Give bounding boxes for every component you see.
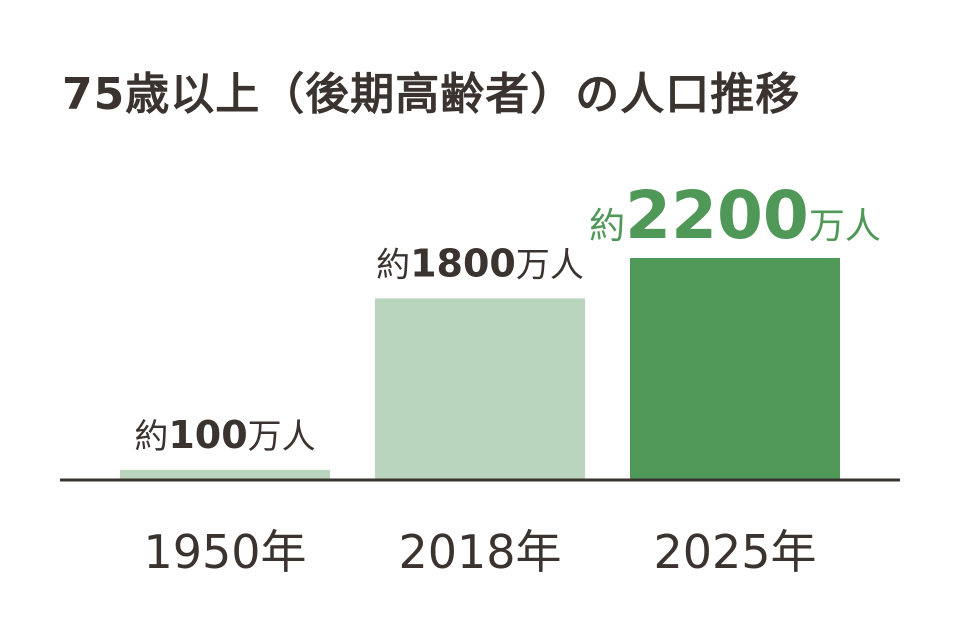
chart-title: 75歳以上（後期高齢者）の人口推移	[62, 69, 801, 120]
data-label-0: 約100万人	[134, 413, 315, 457]
bar-2	[630, 258, 840, 480]
x-tick-label-1: 2018年	[398, 525, 561, 579]
bar-0	[120, 469, 330, 480]
bar-1	[375, 298, 585, 480]
x-tick-label-0: 1950年	[143, 525, 306, 579]
data-label-1: 約1800万人	[376, 241, 584, 285]
data-label-2: 約2200万人	[589, 177, 881, 254]
x-tick-label-2: 2025年	[653, 525, 816, 579]
